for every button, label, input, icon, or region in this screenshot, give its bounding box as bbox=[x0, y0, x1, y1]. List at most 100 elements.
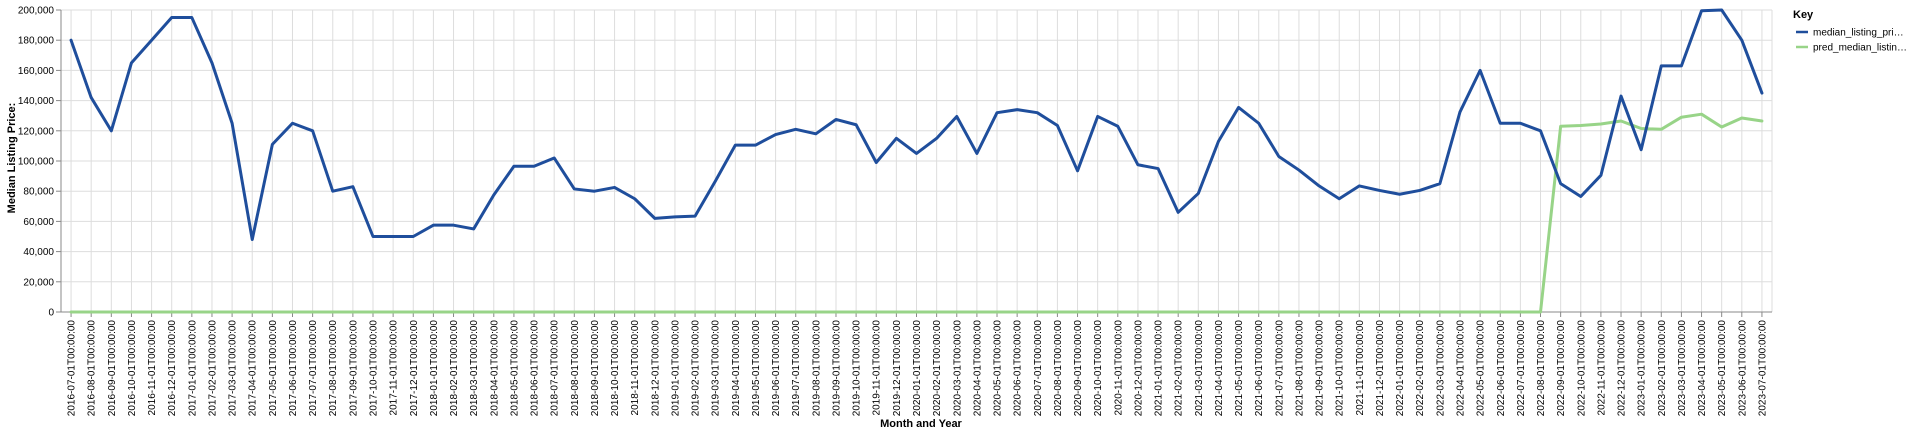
x-tick-label: 2021-04-01T00:00:00 bbox=[1214, 320, 1225, 417]
x-tick-label: 2023-02-01T00:00:00 bbox=[1657, 320, 1668, 417]
legend-label: median_listing_pri… bbox=[1813, 28, 1904, 39]
legend-title: Key bbox=[1793, 9, 1814, 21]
x-tick-label: 2019-03-01T00:00:00 bbox=[711, 320, 722, 417]
x-tick-label: 2018-07-01T00:00:00 bbox=[550, 320, 561, 417]
x-tick-label: 2020-03-01T00:00:00 bbox=[952, 320, 963, 417]
x-tick-label: 2018-03-01T00:00:00 bbox=[469, 320, 480, 417]
x-tick-label: 2023-03-01T00:00:00 bbox=[1677, 320, 1688, 417]
x-tick-label: 2021-01-01T00:00:00 bbox=[1154, 320, 1165, 417]
x-tick-label: 2017-10-01T00:00:00 bbox=[369, 320, 380, 417]
x-tick-label: 2022-12-01T00:00:00 bbox=[1617, 320, 1628, 417]
x-tick-label: 2022-05-01T00:00:00 bbox=[1476, 320, 1487, 417]
x-tick-label: 2018-05-01T00:00:00 bbox=[509, 320, 520, 417]
y-tick-label: 140,000 bbox=[18, 96, 55, 107]
x-tick-label: 2020-11-01T00:00:00 bbox=[1113, 320, 1124, 416]
x-tick-label: 2023-01-01T00:00:00 bbox=[1637, 320, 1648, 417]
x-tick-label: 2021-06-01T00:00:00 bbox=[1254, 320, 1265, 417]
x-tick-label: 2023-07-01T00:00:00 bbox=[1757, 320, 1768, 417]
y-tick-label: 120,000 bbox=[18, 126, 55, 137]
x-tick-label: 2021-10-01T00:00:00 bbox=[1335, 320, 1346, 417]
x-tick-label: 2019-02-01T00:00:00 bbox=[691, 320, 702, 417]
x-tick-label: 2018-01-01T00:00:00 bbox=[429, 320, 440, 417]
x-tick-label: 2019-04-01T00:00:00 bbox=[731, 320, 742, 417]
x-tick-label: 2018-10-01T00:00:00 bbox=[610, 320, 621, 417]
x-tick-label: 2022-06-01T00:00:00 bbox=[1496, 320, 1507, 417]
y-tick-label: 80,000 bbox=[23, 187, 54, 198]
x-tick-label: 2020-05-01T00:00:00 bbox=[993, 320, 1004, 417]
x-tick-label: 2021-02-01T00:00:00 bbox=[1174, 320, 1185, 417]
x-tick-label: 2022-01-01T00:00:00 bbox=[1395, 320, 1406, 417]
x-tick-label: 2017-12-01T00:00:00 bbox=[409, 320, 420, 417]
x-tick-label: 2023-06-01T00:00:00 bbox=[1737, 320, 1748, 417]
x-tick-label: 2020-02-01T00:00:00 bbox=[932, 320, 943, 417]
x-tick-label: 2016-12-01T00:00:00 bbox=[167, 320, 178, 417]
x-tick-label: 2023-05-01T00:00:00 bbox=[1717, 320, 1728, 417]
y-tick-label: 0 bbox=[48, 308, 54, 319]
y-axis: 0 20,000 40,000 60,000 80,000 100,000 120,000 1… bbox=[18, 6, 62, 319]
x-axis: 2016-07-01T00:00:00 2016-08-01T00:00:00 20… bbox=[61, 311, 1772, 417]
x-tick-label: 2017-09-01T00:00:00 bbox=[348, 320, 359, 417]
x-tick-label: 2020-12-01T00:00:00 bbox=[1133, 320, 1144, 417]
y-axis-title: Median Listing Price: bbox=[6, 103, 18, 214]
x-tick-label: 2022-02-01T00:00:00 bbox=[1415, 320, 1426, 417]
y-tick-label: 160,000 bbox=[18, 66, 55, 77]
x-tick-label: 2018-09-01T00:00:00 bbox=[590, 320, 601, 417]
x-tick-label: 2017-08-01T00:00:00 bbox=[328, 320, 339, 417]
x-tick-label: 2018-04-01T00:00:00 bbox=[489, 320, 500, 417]
x-axis-title: Month and Year bbox=[880, 418, 962, 430]
x-tick-label: 2017-11-01T00:00:00 bbox=[389, 320, 400, 416]
x-tick-label: 2019-12-01T00:00:00 bbox=[892, 320, 903, 417]
x-tick-label: 2016-10-01T00:00:00 bbox=[127, 320, 138, 417]
series-line bbox=[69, 8, 1764, 242]
x-tick-label: 2018-08-01T00:00:00 bbox=[570, 320, 581, 417]
legend: Key median_listing_pri… pred_median_listi… bbox=[1793, 9, 1907, 54]
x-tick-label: 2022-07-01T00:00:00 bbox=[1516, 320, 1527, 417]
y-tick-label: 20,000 bbox=[23, 277, 54, 288]
x-tick-label: 2019-11-01T00:00:00 bbox=[872, 320, 883, 416]
x-tick-label: 2017-03-01T00:00:00 bbox=[228, 320, 239, 417]
x-tick-label: 2020-10-01T00:00:00 bbox=[1093, 320, 1104, 417]
x-tick-label: 2017-02-01T00:00:00 bbox=[207, 320, 218, 417]
y-tick-label: 180,000 bbox=[18, 36, 55, 47]
x-tick-label: 2022-03-01T00:00:00 bbox=[1435, 320, 1446, 417]
x-tick-label: 2019-05-01T00:00:00 bbox=[751, 320, 762, 417]
y-tick-label: 40,000 bbox=[23, 247, 54, 258]
gridlines bbox=[61, 9, 1773, 313]
x-tick-label: 2018-12-01T00:00:00 bbox=[650, 320, 661, 417]
x-tick-label: 2017-07-01T00:00:00 bbox=[308, 320, 319, 417]
x-tick-label: 2019-06-01T00:00:00 bbox=[771, 320, 782, 417]
x-tick-label: 2016-09-01T00:00:00 bbox=[107, 320, 118, 417]
y-tick-label: 200,000 bbox=[18, 6, 55, 17]
y-tick-label: 100,000 bbox=[18, 157, 55, 168]
x-tick-label: 2021-07-01T00:00:00 bbox=[1274, 320, 1285, 417]
x-tick-label: 2019-09-01T00:00:00 bbox=[831, 320, 842, 417]
x-tick-label: 2016-08-01T00:00:00 bbox=[87, 320, 98, 417]
x-tick-label: 2017-06-01T00:00:00 bbox=[288, 320, 299, 417]
x-tick-label: 2021-03-01T00:00:00 bbox=[1194, 320, 1205, 417]
x-tick-label: 2022-08-01T00:00:00 bbox=[1536, 320, 1547, 417]
x-tick-label: 2019-07-01T00:00:00 bbox=[791, 320, 802, 417]
legend-label: pred_median_listin… bbox=[1813, 43, 1907, 54]
x-tick-label: 2022-10-01T00:00:00 bbox=[1576, 320, 1587, 417]
x-tick-label: 2019-01-01T00:00:00 bbox=[670, 320, 681, 417]
x-tick-label: 2020-09-01T00:00:00 bbox=[1073, 320, 1084, 417]
x-tick-label: 2017-01-01T00:00:00 bbox=[187, 320, 198, 417]
x-tick-label: 2017-05-01T00:00:00 bbox=[268, 320, 279, 417]
x-tick-label: 2021-05-01T00:00:00 bbox=[1234, 320, 1245, 417]
x-tick-label: 2020-04-01T00:00:00 bbox=[972, 320, 983, 417]
x-tick-label: 2021-12-01T00:00:00 bbox=[1375, 320, 1386, 417]
x-tick-label: 2021-08-01T00:00:00 bbox=[1294, 320, 1305, 417]
x-tick-label: 2016-11-01T00:00:00 bbox=[147, 320, 158, 416]
series-line bbox=[69, 112, 1764, 314]
x-tick-label: 2020-07-01T00:00:00 bbox=[1033, 320, 1044, 417]
x-tick-label: 2016-07-01T00:00:00 bbox=[67, 320, 78, 417]
y-tick-label: 60,000 bbox=[23, 217, 54, 228]
x-tick-label: 2019-10-01T00:00:00 bbox=[852, 320, 863, 417]
x-tick-label: 2021-09-01T00:00:00 bbox=[1315, 320, 1326, 417]
x-tick-label: 2021-11-01T00:00:00 bbox=[1355, 320, 1366, 416]
x-tick-label: 2020-01-01T00:00:00 bbox=[912, 320, 923, 417]
x-tick-label: 2017-04-01T00:00:00 bbox=[248, 320, 259, 417]
x-tick-label: 2022-11-01T00:00:00 bbox=[1596, 320, 1607, 416]
x-tick-label: 2018-02-01T00:00:00 bbox=[449, 320, 460, 417]
